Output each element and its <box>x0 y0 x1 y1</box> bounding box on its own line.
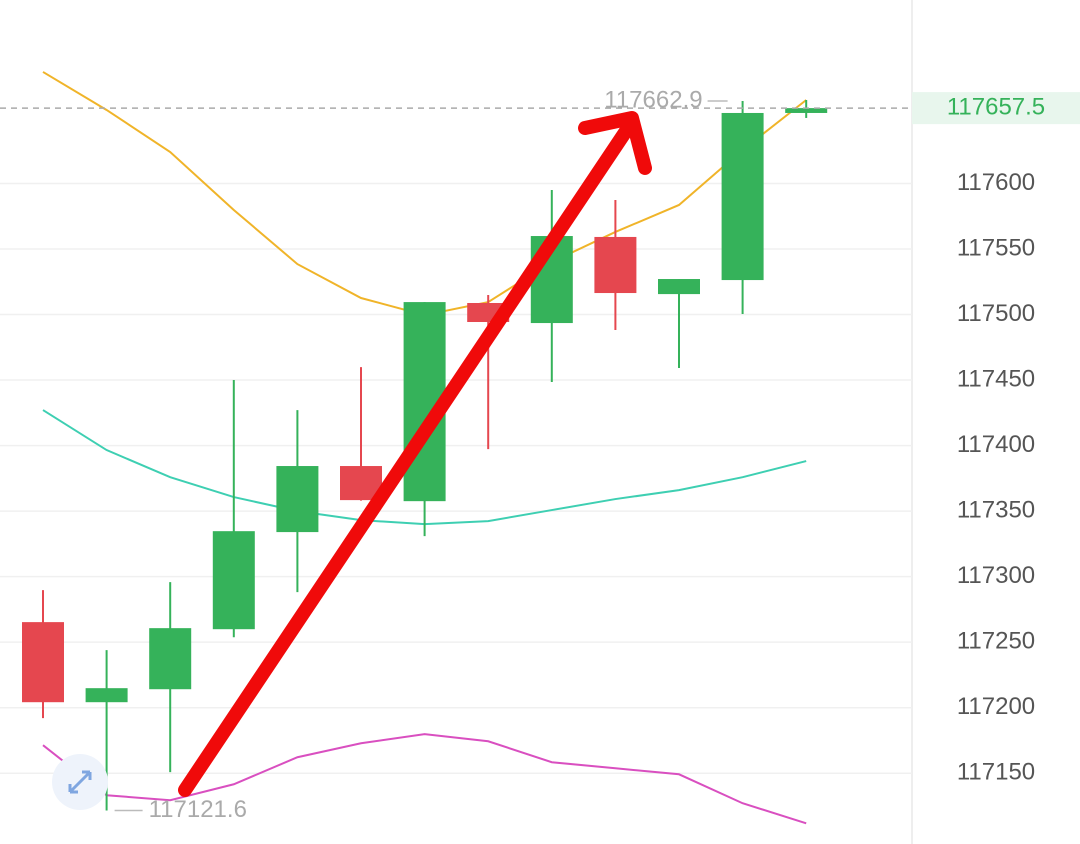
y-tick-label: 117550 <box>957 234 1035 261</box>
y-tick-label: 117300 <box>957 562 1035 589</box>
candle-body <box>276 466 319 533</box>
arrow-annotation <box>178 111 652 797</box>
candle-body <box>721 112 764 281</box>
expand-icon <box>68 770 92 794</box>
y-tick-label: 117150 <box>957 759 1035 786</box>
high-label: 117662.9 <box>604 86 702 113</box>
current-price-label: 117657.5 <box>947 93 1045 120</box>
candle-body <box>22 622 64 703</box>
y-tick-label: 117450 <box>957 365 1035 392</box>
candle-body <box>594 236 637 294</box>
y-tick-label: 117350 <box>957 496 1035 523</box>
candle-body <box>658 279 700 295</box>
labels: 117662.9 117121.6 117657.5 <box>0 86 1080 823</box>
current-price-box <box>912 92 1080 125</box>
y-tick-label: 117200 <box>957 693 1035 720</box>
candle-body <box>149 628 192 690</box>
y-tick-label: 117600 <box>957 169 1035 196</box>
candle-body <box>785 108 828 113</box>
candle-body <box>212 531 255 630</box>
candle-body <box>85 688 128 703</box>
y-tick-label: 117250 <box>957 628 1035 655</box>
moving-average-line <box>42 733 807 825</box>
y-tick-label: 117500 <box>957 300 1035 327</box>
low-label: 117121.6 <box>149 796 247 823</box>
y-tick-label: 117400 <box>957 431 1035 458</box>
grid: 117150 117200 117250 117300 117350 117400 1174… <box>0 169 1035 786</box>
candles <box>22 99 828 811</box>
